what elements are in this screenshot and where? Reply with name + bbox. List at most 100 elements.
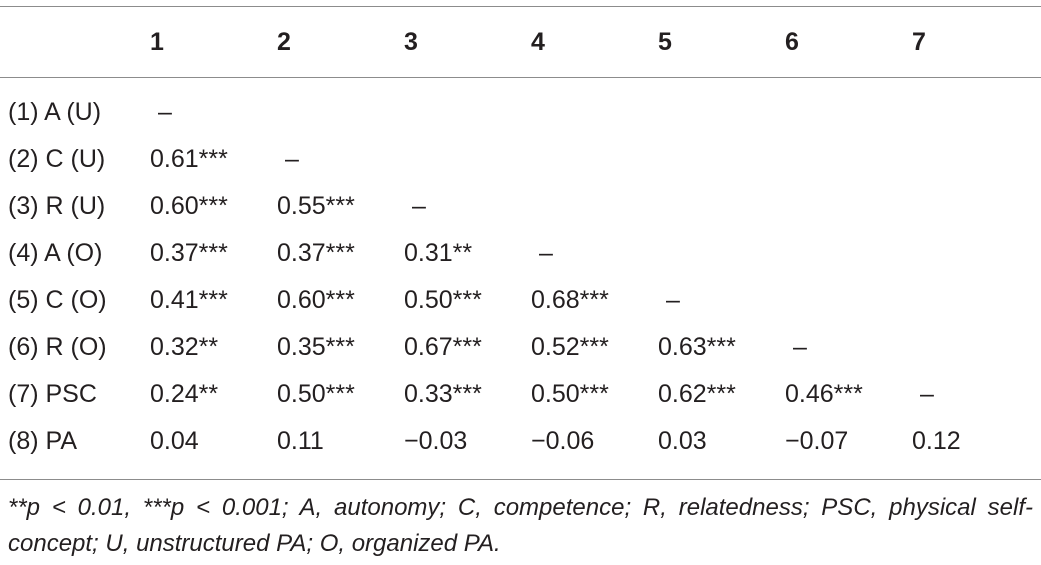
correlation-cell: 0.32** [150, 324, 277, 371]
correlation-value: 0.61*** [150, 145, 228, 173]
header-cell-2: 2 [277, 28, 291, 56]
row-label: (5) C (O) [8, 286, 107, 314]
header-cell-6: 6 [785, 28, 799, 56]
correlation-cell: 0.24** [150, 371, 277, 418]
correlation-cell: 0.50*** [277, 371, 404, 418]
correlation-value: 0.60*** [150, 192, 228, 220]
correlation-value: 0.62*** [658, 380, 736, 408]
correlation-cell: 0.11 [277, 418, 404, 465]
correlation-cell [912, 277, 1039, 324]
correlation-value: 0.33*** [404, 380, 482, 408]
correlation-cell: – [785, 324, 912, 371]
correlation-cell: 0.37*** [277, 230, 404, 277]
correlation-cell [912, 324, 1039, 371]
header-cell-7: 7 [912, 28, 926, 56]
header-cell-4: 4 [531, 28, 545, 56]
correlation-cell [912, 183, 1039, 230]
correlation-cell: 0.46*** [785, 371, 912, 418]
table-row: (8) PA0.040.11−0.03−0.060.03−0.070.12– [0, 418, 1041, 465]
correlation-value: 0.31** [404, 239, 473, 267]
correlation-cell [531, 183, 658, 230]
correlation-cell [658, 183, 785, 230]
correlation-value: 0.55*** [277, 192, 355, 220]
table-row: (7) PSC 0.24** 0.50*** 0.33*** 0.50*** 0.62**… [0, 371, 1041, 418]
correlation-value: – [666, 286, 680, 314]
correlation-value: 0.03 [658, 427, 707, 455]
correlation-cell [404, 136, 531, 183]
table-row: (3) R (U) 0.60*** 0.55*** – [0, 183, 1041, 230]
correlation-cell [785, 183, 912, 230]
correlation-cell: – [150, 89, 277, 136]
correlation-value: 0.37*** [277, 239, 355, 267]
correlation-value: 0.41*** [150, 286, 228, 314]
correlation-value: 0.46*** [785, 380, 863, 408]
correlation-value: 0.50*** [531, 380, 609, 408]
table-footnote: **p < 0.01, ***p < 0.001; A, autonomy; C… [8, 494, 1033, 557]
correlation-cell: 0.52*** [531, 324, 658, 371]
correlation-cell: 0.31** [404, 230, 531, 277]
correlation-value: −0.06 [531, 427, 595, 455]
correlation-value: 0.68*** [531, 286, 609, 314]
correlation-cell: 0.12 [912, 418, 1039, 465]
correlation-value: 0.52*** [531, 333, 609, 361]
correlation-cell: 0.35*** [277, 324, 404, 371]
correlation-cell [531, 89, 658, 136]
correlation-value: – [412, 192, 426, 220]
header-cell-5: 5 [658, 28, 672, 56]
row-label: (2) C (U) [8, 145, 106, 173]
correlation-cell [658, 89, 785, 136]
table-bottom-rule [0, 479, 1041, 480]
correlation-cell: 0.33*** [404, 371, 531, 418]
correlation-value: – [920, 380, 934, 408]
correlation-cell [912, 230, 1039, 277]
correlation-value: 0.63*** [658, 333, 736, 361]
correlation-cell: −0.07 [785, 418, 912, 465]
correlation-value: 0.37*** [150, 239, 228, 267]
table-row: (5) C (O) 0.41*** 0.60*** 0.50*** 0.68*** – [0, 277, 1041, 324]
correlation-cell [277, 89, 404, 136]
correlation-value: 0.04 [150, 427, 199, 455]
correlation-value: 0.24** [150, 380, 219, 408]
correlation-cell: 0.41*** [150, 277, 277, 324]
correlation-cell: 0.68*** [531, 277, 658, 324]
correlation-cell [912, 136, 1039, 183]
table-row: (1) A (U) – [0, 89, 1041, 136]
table-header: 1 2 3 4 5 6 7 8 [0, 8, 1041, 77]
correlation-cell: – [531, 230, 658, 277]
correlation-cell: 0.50*** [531, 371, 658, 418]
row-label: (3) R (U) [8, 192, 106, 220]
correlation-value: −0.03 [404, 427, 468, 455]
body-spacer-row [0, 77, 1041, 89]
correlation-value: – [793, 333, 807, 361]
correlation-cell [785, 89, 912, 136]
correlation-cell: 0.55*** [277, 183, 404, 230]
correlation-cell: – [404, 183, 531, 230]
row-label: (6) R (O) [8, 333, 107, 361]
correlation-cell: 0.37*** [150, 230, 277, 277]
correlation-cell: 0.63*** [658, 324, 785, 371]
correlation-value: −0.07 [785, 427, 849, 455]
correlation-cell: −0.03 [404, 418, 531, 465]
table-top-rule [0, 6, 1041, 7]
header-cell-3: 3 [404, 28, 418, 56]
correlation-cell: 0.62*** [658, 371, 785, 418]
correlation-value: 0.12 [912, 427, 961, 455]
correlation-cell [785, 136, 912, 183]
correlation-value: – [158, 98, 172, 126]
correlation-cell [404, 89, 531, 136]
header-cell-1: 1 [150, 28, 164, 56]
correlation-cell: 0.50*** [404, 277, 531, 324]
correlation-value: 0.67*** [404, 333, 482, 361]
correlation-value: 0.60*** [277, 286, 355, 314]
correlation-cell [785, 277, 912, 324]
correlation-table: 1 2 3 4 5 6 7 8 (1) A (U) – (2) C (U) 0.61*… [0, 8, 1041, 465]
header-cell-label [0, 8, 150, 77]
table-header-rule [0, 77, 1041, 78]
correlation-cell [658, 230, 785, 277]
row-label: (8) PA [8, 427, 77, 455]
row-label: (7) PSC [8, 380, 97, 408]
header-row: 1 2 3 4 5 6 7 8 [0, 8, 1041, 77]
table-row: (2) C (U) 0.61*** – [0, 136, 1041, 183]
correlation-value: 0.50*** [404, 286, 482, 314]
correlation-cell: 0.67*** [404, 324, 531, 371]
